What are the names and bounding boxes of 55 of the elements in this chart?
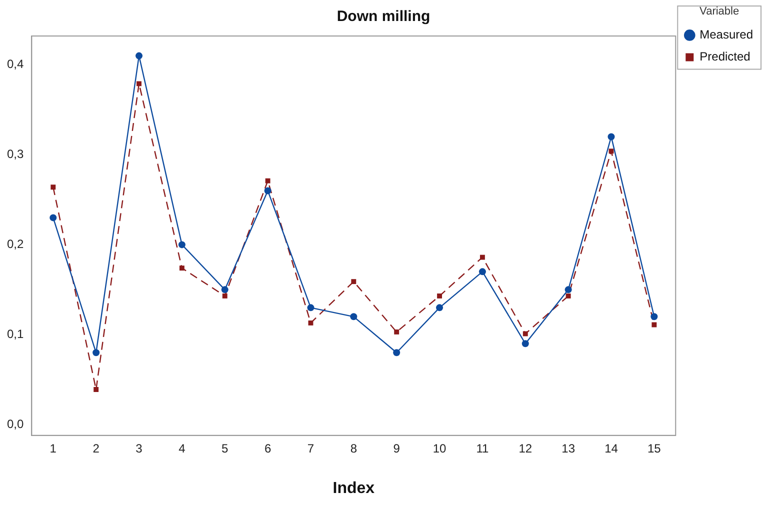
- x-tick-label: 13: [562, 442, 576, 456]
- x-tick-label: 6: [264, 442, 272, 456]
- point: [566, 293, 571, 298]
- x-tick-label: 7: [307, 442, 314, 456]
- x-tick-label: 5: [222, 442, 229, 456]
- point: [478, 268, 486, 276]
- point: [179, 266, 184, 271]
- x-tick-label: 1: [50, 442, 57, 456]
- point: [351, 279, 356, 284]
- legend-label: Measured: [700, 28, 754, 42]
- x-tick-label: 12: [518, 442, 532, 456]
- legend-title: Variable: [700, 6, 740, 18]
- point: [608, 133, 615, 140]
- point: [608, 148, 614, 154]
- x-tick-label: 15: [647, 442, 662, 456]
- point: [178, 241, 186, 248]
- point: [350, 313, 358, 320]
- y-tick-label: 0,1: [6, 326, 24, 341]
- x-tick-label: 9: [393, 442, 400, 456]
- point: [522, 331, 528, 336]
- point: [264, 187, 272, 194]
- x-tick-label: 4: [178, 442, 186, 456]
- point: [480, 254, 485, 260]
- point: [652, 322, 657, 328]
- point: [221, 286, 228, 294]
- x-tick-label: 8: [350, 442, 358, 456]
- x-tick-label: 14: [604, 442, 618, 456]
- point: [50, 184, 56, 190]
- point: [136, 81, 142, 86]
- y-tick-label: 0,3: [6, 147, 24, 162]
- legend-label: Predicted: [700, 50, 750, 64]
- y-tick-label: 0,2: [6, 237, 24, 252]
- point: [522, 340, 529, 348]
- y-tick-label: 0,4: [6, 57, 24, 72]
- point: [437, 293, 442, 298]
- point: [308, 320, 314, 326]
- y-tick-label: 0,0: [6, 416, 24, 431]
- point: [136, 52, 143, 60]
- point: [222, 293, 228, 298]
- point: [436, 304, 444, 312]
- x-tick-label: 10: [432, 442, 447, 456]
- point: [92, 349, 100, 356]
- x-tick-label: 2: [92, 442, 100, 456]
- point: [393, 349, 400, 356]
- point: [94, 387, 99, 392]
- point: [265, 178, 270, 184]
- chart-title: Down milling: [336, 8, 430, 26]
- point: [50, 214, 57, 222]
- point: [307, 304, 314, 312]
- point: [394, 329, 400, 334]
- point: [650, 313, 658, 320]
- point: [564, 286, 572, 294]
- x-axis-title: Index: [332, 480, 375, 497]
- x-tick-label: 11: [476, 442, 489, 456]
- x-tick-label: 3: [136, 442, 143, 456]
